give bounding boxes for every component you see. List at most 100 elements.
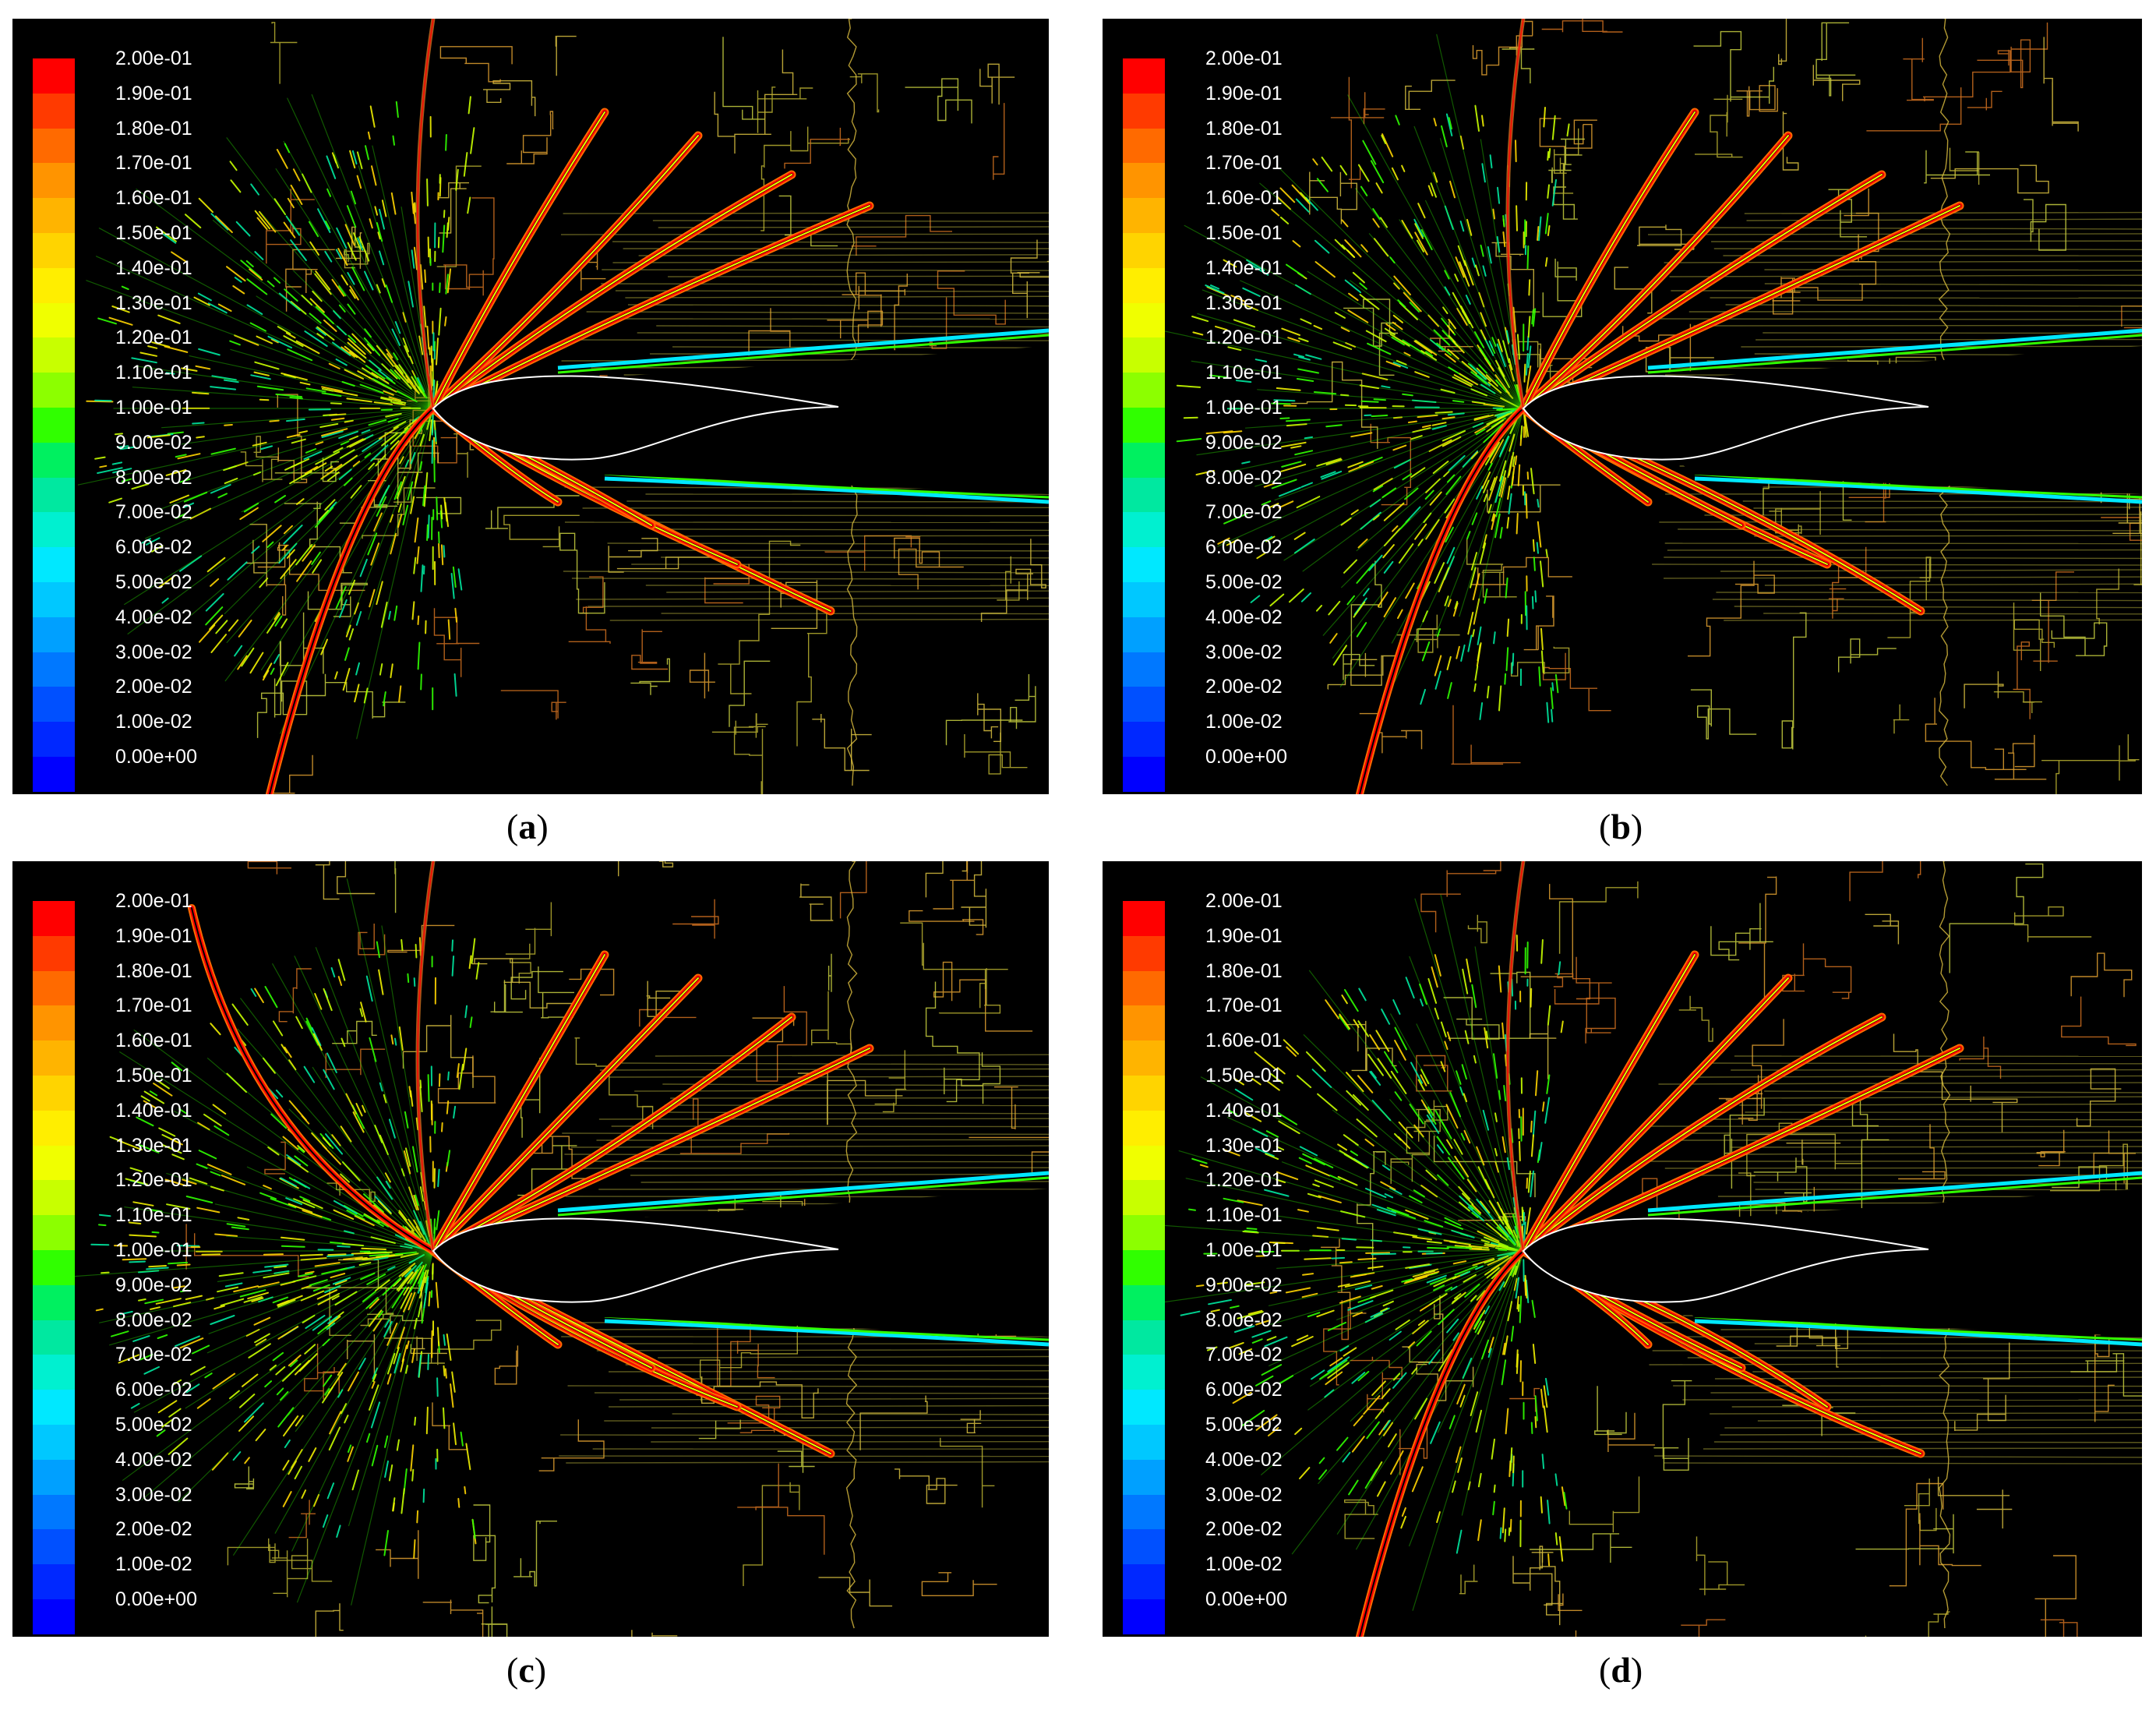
colorbar-label: 1.40e-01 <box>1205 1099 1283 1122</box>
colorbar-label: 0.00e+00 <box>115 1588 197 1610</box>
colorbar-label: 1.00e-02 <box>115 1553 192 1576</box>
colorbar-label: 4.00e-02 <box>1205 606 1283 628</box>
colorbar-label: 1.50e-01 <box>115 1065 192 1086</box>
colorbar-swatch <box>33 302 75 338</box>
colorbar-swatch <box>33 617 75 653</box>
colorbar-label: 2.00e-01 <box>1205 48 1283 69</box>
colorbar-label: 1.50e-01 <box>1205 1065 1283 1086</box>
colorbar-label: 1.80e-01 <box>1205 959 1283 982</box>
colorbar-swatch <box>1123 935 1165 972</box>
colorbar-swatch <box>33 267 75 304</box>
contour-panel-c: 2.00e-01 1.90e-01 1.80e-01 1.70e-01 1.60e-01… <box>12 861 1049 1637</box>
colorbar-label: 2.00e-01 <box>1205 890 1283 912</box>
contour-field-a <box>77 19 1049 794</box>
colorbar-swatch <box>1123 1320 1165 1355</box>
colorbar-label: 3.00e-02 <box>115 641 192 663</box>
caption-a: (a) <box>506 807 549 846</box>
colorbar-swatch <box>33 1040 75 1076</box>
colorbar-swatch <box>33 128 75 164</box>
colorbar-label: 1.80e-01 <box>115 959 192 982</box>
colorbar-label: 1.00e-01 <box>115 397 192 419</box>
colorbar-label: 1.90e-01 <box>115 924 192 947</box>
colorbar-swatch <box>33 1320 75 1355</box>
colorbar-swatch <box>1123 1250 1165 1286</box>
contour-panel-b: 2.00e-01 1.90e-01 1.80e-01 1.70e-01 1.60e-01… <box>1103 19 2142 794</box>
colorbar-label: 1.30e-01 <box>1205 291 1283 314</box>
colorbar-label: 1.00e-01 <box>115 1239 192 1261</box>
colorbar-swatch <box>33 233 75 269</box>
colorbar-swatch <box>33 1459 75 1496</box>
colorbar-swatch <box>33 757 75 793</box>
colorbar-label: 1.40e-01 <box>1205 256 1283 279</box>
colorbar-swatch <box>33 1250 75 1286</box>
contour-field-b <box>1160 19 2142 794</box>
colorbar-swatch <box>1123 1564 1165 1600</box>
colorbar-label: 1.40e-01 <box>115 256 192 279</box>
colorbar-swatch <box>33 198 75 234</box>
contour-panel-d: 2.00e-01 1.90e-01 1.80e-01 1.70e-01 1.60e-01… <box>1103 861 2142 1637</box>
colorbar-swatch <box>1123 233 1165 269</box>
colorbar-label: 1.10e-01 <box>1205 1204 1283 1227</box>
colorbar-swatch <box>1123 1355 1165 1390</box>
colorbar-label: 5.00e-02 <box>115 1414 192 1436</box>
colorbar-swatch <box>1123 687 1165 723</box>
colorbar-label: 1.70e-01 <box>1205 152 1283 175</box>
colorbar-swatch <box>1123 722 1165 758</box>
colorbar-swatch <box>33 1076 75 1111</box>
body-outline <box>1522 375 1929 461</box>
colorbar-swatch <box>33 93 75 129</box>
colorbar-swatch <box>33 512 75 548</box>
colorbar-label: 1.20e-01 <box>1205 1169 1283 1192</box>
colorbar-swatch <box>1123 58 1165 94</box>
colorbar-label: 1.60e-01 <box>115 187 192 210</box>
colorbar-swatch <box>1123 1076 1165 1111</box>
colorbar-label: 9.00e-02 <box>115 431 192 454</box>
colorbar-swatch <box>33 547 75 583</box>
colorbar-label: 6.00e-02 <box>115 1379 192 1401</box>
colorbar-label: 3.00e-02 <box>1205 1483 1283 1506</box>
colorbar-swatch <box>1123 302 1165 338</box>
colorbar-swatch <box>1123 408 1165 443</box>
colorbar-label: 1.00e-01 <box>1205 1239 1283 1261</box>
colorbar-swatch <box>1123 970 1165 1006</box>
colorbar-label: 1.60e-01 <box>1205 1030 1283 1052</box>
wake-boundary <box>557 328 1049 504</box>
colorbar-label: 2.00e-02 <box>1205 1518 1283 1541</box>
colorbar-swatch <box>33 1355 75 1390</box>
colorbar-label: 1.50e-01 <box>115 222 192 244</box>
contour-field-d <box>1141 861 2142 1637</box>
colorbar-swatch <box>1123 757 1165 793</box>
colorbar-swatch <box>33 1494 75 1530</box>
colorbar-label: 1.00e-02 <box>115 711 192 733</box>
colorbar-swatch <box>33 442 75 479</box>
colorbar-label: 2.00e-02 <box>115 1518 192 1541</box>
colorbar-swatch <box>1123 128 1165 164</box>
colorbar-swatch <box>33 163 75 199</box>
colorbar-label: 1.70e-01 <box>115 995 192 1017</box>
colorbar-label: 4.00e-02 <box>115 606 192 628</box>
colorbar-swatch <box>33 58 75 94</box>
caption-d: (d) <box>1599 1650 1643 1690</box>
colorbar-label: 1.20e-01 <box>1205 327 1283 349</box>
colorbar-label: 3.00e-02 <box>115 1483 192 1506</box>
colorbar-swatch <box>33 1110 75 1146</box>
colorbar-swatch <box>33 970 75 1006</box>
colorbar-swatch <box>1123 267 1165 304</box>
colorbar-label: 7.00e-02 <box>1205 501 1283 524</box>
colorbar-swatch <box>33 477 75 513</box>
colorbar-swatch <box>1123 477 1165 513</box>
colorbar-label: 5.00e-02 <box>1205 571 1283 593</box>
colorbar-swatch <box>1123 547 1165 583</box>
colorbar-swatch <box>1123 512 1165 548</box>
colorbar-swatch <box>33 1215 75 1251</box>
colorbar-label: 7.00e-02 <box>115 501 192 524</box>
colorbar-label: 4.00e-02 <box>115 1448 192 1471</box>
colorbar-swatch <box>33 1284 75 1321</box>
colorbar-swatch <box>33 1564 75 1600</box>
colorbar-label: 5.00e-02 <box>115 571 192 593</box>
colorbar-label: 1.80e-01 <box>115 117 192 140</box>
colorbar-label: 1.80e-01 <box>1205 117 1283 140</box>
colorbar-label: 1.70e-01 <box>1205 995 1283 1017</box>
colorbar-swatch <box>33 408 75 443</box>
colorbar-label: 2.00e-02 <box>1205 676 1283 698</box>
